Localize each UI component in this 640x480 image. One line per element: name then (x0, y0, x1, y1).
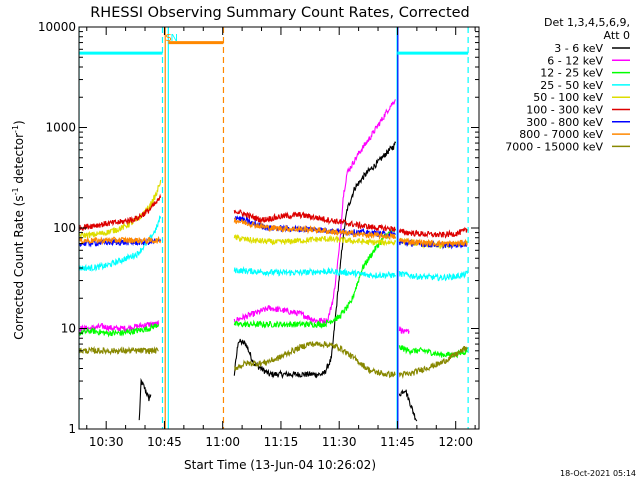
series-line (79, 345, 159, 356)
x-tick-label: 12:00 (438, 435, 473, 449)
y-tick-label: 1000 (45, 121, 76, 135)
y-axis-label-text: Corrected Count Rate (s (12, 195, 26, 339)
y-axis-label-end: ) (12, 120, 26, 125)
x-tick-label: 11:00 (205, 435, 240, 449)
series-800-7000-keV (79, 216, 468, 248)
series-line (79, 319, 160, 334)
y-axis-label-sup2: -1 (11, 125, 20, 133)
legend-label: 6 - 12 keV (547, 54, 603, 67)
series-line (79, 193, 162, 232)
legend-label: 12 - 25 keV (540, 67, 603, 80)
legend-label: 100 - 300 keV (526, 104, 603, 117)
legend-label: 800 - 7000 keV (519, 128, 603, 141)
series-line (138, 377, 152, 421)
series-6-12-keV (79, 99, 410, 334)
y-axis-label: Corrected Count Rate (s-1 detector-1) (11, 120, 26, 339)
series-line (79, 237, 162, 248)
series-line (233, 228, 397, 329)
series-line (398, 226, 468, 239)
legend-label: 7000 - 15000 keV (505, 140, 603, 153)
series-100-300-keV (79, 193, 468, 239)
legend-label: 25 - 50 keV (540, 79, 603, 92)
axes: 1 10 100 1000 10000 10:30 10:45 11:00 11:15 11:30… (38, 20, 480, 449)
series-line (398, 345, 468, 380)
series-line (398, 237, 468, 248)
series-line (233, 99, 396, 324)
y-tick-label: 10000 (38, 20, 76, 34)
series-line (398, 389, 418, 422)
series-line (233, 233, 397, 247)
legend-header-att: Att 0 (604, 29, 630, 42)
plot-area: SN (79, 27, 469, 429)
plot-clip-group: SN (79, 27, 469, 429)
x-tick-label: 11:15 (264, 435, 299, 449)
flag-N: N (170, 33, 177, 44)
series-line (398, 326, 410, 334)
timestamp: 18-Oct-2021 05:14 (560, 469, 636, 478)
series-line (398, 270, 468, 282)
legend-header: Det 1,3,4,5,6,9, (544, 16, 630, 29)
x-tick-label: 11:30 (322, 435, 357, 449)
x-tick-label: 10:45 (147, 435, 182, 449)
x-tick-label: 10:30 (89, 435, 124, 449)
series-line (233, 209, 397, 233)
series-line (79, 322, 160, 338)
x-tick-label: 11:45 (380, 435, 415, 449)
legend-label: 3 - 6 keV (554, 42, 603, 55)
series-line (79, 235, 162, 246)
y-axis-label-mid: detector (12, 133, 26, 188)
series-3-6-keV (138, 141, 418, 422)
x-axis-label: Start Time (13-Jun-04 10:26:02) (184, 458, 376, 472)
y-tick-label: 1 (68, 422, 76, 436)
y-tick-label: 10 (61, 322, 76, 336)
series-line (233, 216, 397, 241)
series-7000-15000-keV (79, 341, 468, 380)
series-line (233, 341, 396, 379)
series-line (233, 266, 397, 280)
flag-S: S (165, 33, 171, 44)
series-line (233, 141, 397, 380)
legend-label: 300 - 800 keV (526, 116, 603, 129)
y-axis-label-sup1: -1 (11, 187, 20, 195)
chart-title: RHESSI Observing Summary Count Rates, Co… (90, 5, 470, 21)
legend-label: 50 - 100 keV (533, 91, 603, 104)
y-tick-label: 100 (53, 221, 76, 235)
